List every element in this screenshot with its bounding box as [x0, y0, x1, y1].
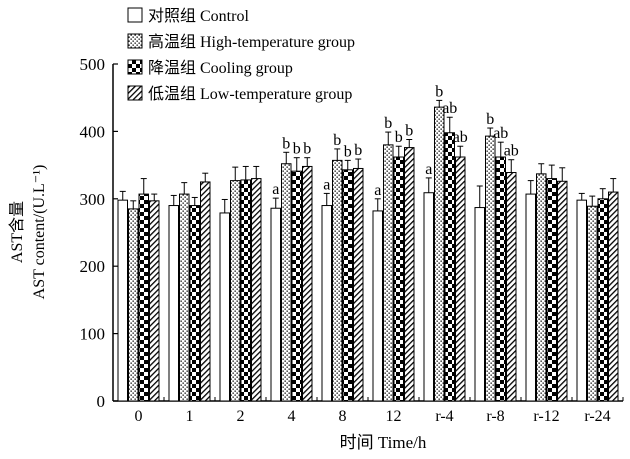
significance-label: b: [405, 122, 413, 139]
bar: [240, 179, 251, 402]
x-axis-title: 时间 Time/h: [340, 433, 427, 452]
legend-swatch: [127, 7, 143, 23]
x-tick-label: r-4: [435, 408, 453, 425]
bar: [455, 156, 466, 402]
bar: [342, 169, 353, 402]
significance-label: ab: [453, 129, 468, 146]
bar: [495, 156, 506, 402]
bar: [587, 205, 598, 402]
bar: [372, 210, 383, 402]
x-tick-label: 12: [386, 408, 402, 425]
significance-label: b: [282, 135, 290, 152]
bar: [230, 180, 241, 402]
y-axis-title-cn: AST含量: [8, 201, 26, 263]
significance-label: b: [333, 132, 341, 149]
significance-label: b: [384, 115, 392, 132]
bar: [270, 207, 281, 402]
bar: [434, 106, 445, 402]
legend-swatch: [127, 85, 143, 101]
significance-label: ab: [493, 125, 508, 142]
bar: [393, 156, 404, 402]
significance-label: b: [293, 141, 301, 158]
legend-swatch: [127, 59, 143, 75]
bar: [546, 178, 557, 402]
bar: [474, 207, 485, 402]
x-tick-label: r-8: [486, 408, 504, 425]
bar: [138, 193, 149, 402]
x-tick-label: 0: [135, 408, 143, 425]
significance-label: a: [374, 182, 381, 199]
bar: [200, 181, 211, 402]
bar: [525, 193, 536, 402]
bar: [353, 167, 364, 402]
bar: [168, 205, 179, 402]
bar: [404, 147, 415, 402]
legend-label: 降温组 Cooling group: [148, 59, 293, 77]
legend-swatch: [127, 33, 143, 49]
bar: [332, 159, 343, 402]
y-tick-label: 100: [80, 325, 106, 344]
bar: [506, 172, 517, 402]
significance-label: a: [272, 181, 279, 198]
bar: [608, 191, 619, 402]
legend-label: 低温组 Low-temperature group: [148, 85, 352, 103]
significance-label: b: [344, 143, 352, 160]
x-tick-label: 2: [237, 408, 245, 425]
bar: [536, 173, 547, 402]
bar: [557, 180, 568, 402]
bar: [485, 135, 496, 402]
significance-label: b: [486, 111, 494, 128]
legend-label: 高温组 High-temperature group: [148, 33, 355, 51]
significance-label: ab: [442, 100, 457, 117]
bar: [117, 199, 128, 402]
significance-label: b: [395, 129, 403, 146]
significance-label: a: [323, 176, 330, 193]
bar: [281, 163, 292, 402]
bar: [291, 170, 302, 402]
bar: [576, 199, 587, 402]
legend: 对照组 Control 高温组 High-temperature group 降温组…: [127, 7, 355, 103]
bar: [128, 208, 139, 402]
significance-label: b: [354, 142, 362, 159]
y-tick-label: 300: [80, 190, 106, 209]
bar: [423, 192, 434, 402]
legend-label: 对照组 Control: [148, 7, 249, 25]
x-tick-label: r-12: [533, 408, 559, 425]
bar: [302, 165, 313, 402]
x-tick-label: r-24: [584, 408, 610, 425]
y-tick-label: 500: [80, 55, 106, 74]
bar: [597, 198, 608, 402]
bar: [383, 144, 394, 402]
significance-label: b: [303, 141, 311, 158]
bar: [179, 193, 190, 402]
x-tick-label: 1: [186, 408, 194, 425]
y-axis-title-en: AST content/(U.L⁻¹): [31, 165, 48, 300]
significance-label: b: [435, 83, 443, 100]
bar: [149, 200, 160, 402]
bar: [321, 205, 332, 402]
bar: [251, 178, 262, 402]
y-tick-label: 0: [97, 392, 106, 411]
bar: [219, 212, 230, 402]
bar: [189, 205, 200, 402]
y-tick-label: 400: [80, 122, 106, 141]
significance-label: ab: [504, 143, 519, 160]
bar: [444, 132, 455, 402]
x-tick-label: 4: [288, 408, 296, 425]
x-tick-label: 8: [339, 408, 347, 425]
y-tick-label: 200: [80, 257, 106, 276]
significance-label: a: [425, 161, 432, 178]
